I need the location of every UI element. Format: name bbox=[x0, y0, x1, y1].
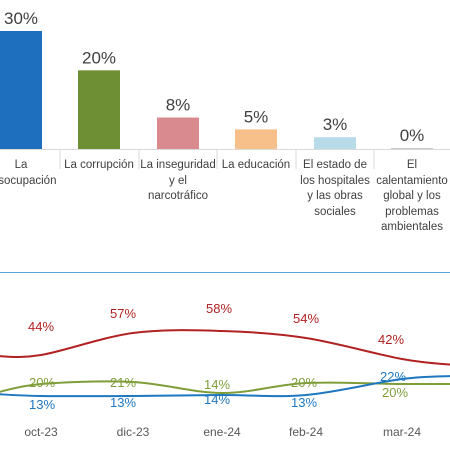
line-x-tick-label-2: ene-24 bbox=[203, 425, 241, 439]
line-chart: 44% 57% 58% 54% 42% 20% 21% 14% 20% 20% 13% 13% 14% 1… bbox=[0, 301, 450, 439]
line-point-label-1-0: 20% bbox=[29, 375, 55, 390]
bar-category-label-5: El calentamiento global y los problemas … bbox=[376, 159, 448, 233]
line-point-label-0-4: 42% bbox=[378, 332, 404, 347]
bar-0 bbox=[0, 31, 42, 149]
line-x-tick-label-1: dic-23 bbox=[117, 425, 150, 439]
bar-4 bbox=[314, 137, 356, 149]
bar-category-label-4: El estado de los hospitales y las obras … bbox=[300, 159, 370, 218]
line-point-label-2-0: 13% bbox=[29, 397, 55, 412]
bar-value-label-5: 0% bbox=[400, 126, 425, 145]
bar-5 bbox=[391, 148, 433, 149]
line-point-label-2-4: 22% bbox=[380, 369, 406, 384]
bar-3 bbox=[235, 129, 277, 149]
line-x-tick-label-3: feb-24 bbox=[289, 425, 323, 439]
line-point-label-2-1: 13% bbox=[110, 395, 136, 410]
line-point-label-1-1: 21% bbox=[110, 375, 136, 390]
bar-chart: 30% 20% 8% 5% 3% 0% bbox=[0, 9, 450, 169]
line-point-label-1-4: 20% bbox=[382, 385, 408, 400]
bar-value-label-4: 3% bbox=[323, 115, 348, 134]
bar-category-label-0: La desocupación bbox=[0, 159, 57, 187]
line-point-label-2-2: 14% bbox=[204, 392, 230, 407]
line-x-tick-label-0: oct-23 bbox=[24, 425, 58, 439]
line-point-label-0-1: 57% bbox=[110, 306, 136, 321]
bar-value-label-0: 30% bbox=[4, 9, 38, 28]
line-series-1 bbox=[0, 380, 450, 395]
bar-category-label-2: La inseguridad y el narcotráfico bbox=[140, 159, 216, 202]
line-x-tick-label-4: mar-24 bbox=[383, 425, 421, 439]
line-series-0 bbox=[0, 329, 450, 366]
line-point-label-0-2: 58% bbox=[206, 301, 232, 316]
bar-category-label-1: La corrupción bbox=[64, 159, 134, 171]
line-point-label-0-3: 54% bbox=[293, 311, 319, 326]
section-divider bbox=[0, 272, 450, 273]
bar-value-label-1: 20% bbox=[82, 48, 116, 67]
bar-category-label-3: La educación bbox=[221, 159, 291, 171]
bar-2 bbox=[157, 117, 199, 149]
line-point-label-2-3: 13% bbox=[291, 395, 317, 410]
bar-1 bbox=[78, 70, 120, 149]
bar-value-label-2: 8% bbox=[166, 96, 191, 115]
line-point-label-1-3: 20% bbox=[291, 375, 317, 390]
line-point-label-1-2: 14% bbox=[204, 377, 230, 392]
line-point-label-0-0: 44% bbox=[28, 319, 54, 334]
bar-value-label-3: 5% bbox=[244, 107, 269, 126]
line-series-2 bbox=[0, 375, 450, 398]
